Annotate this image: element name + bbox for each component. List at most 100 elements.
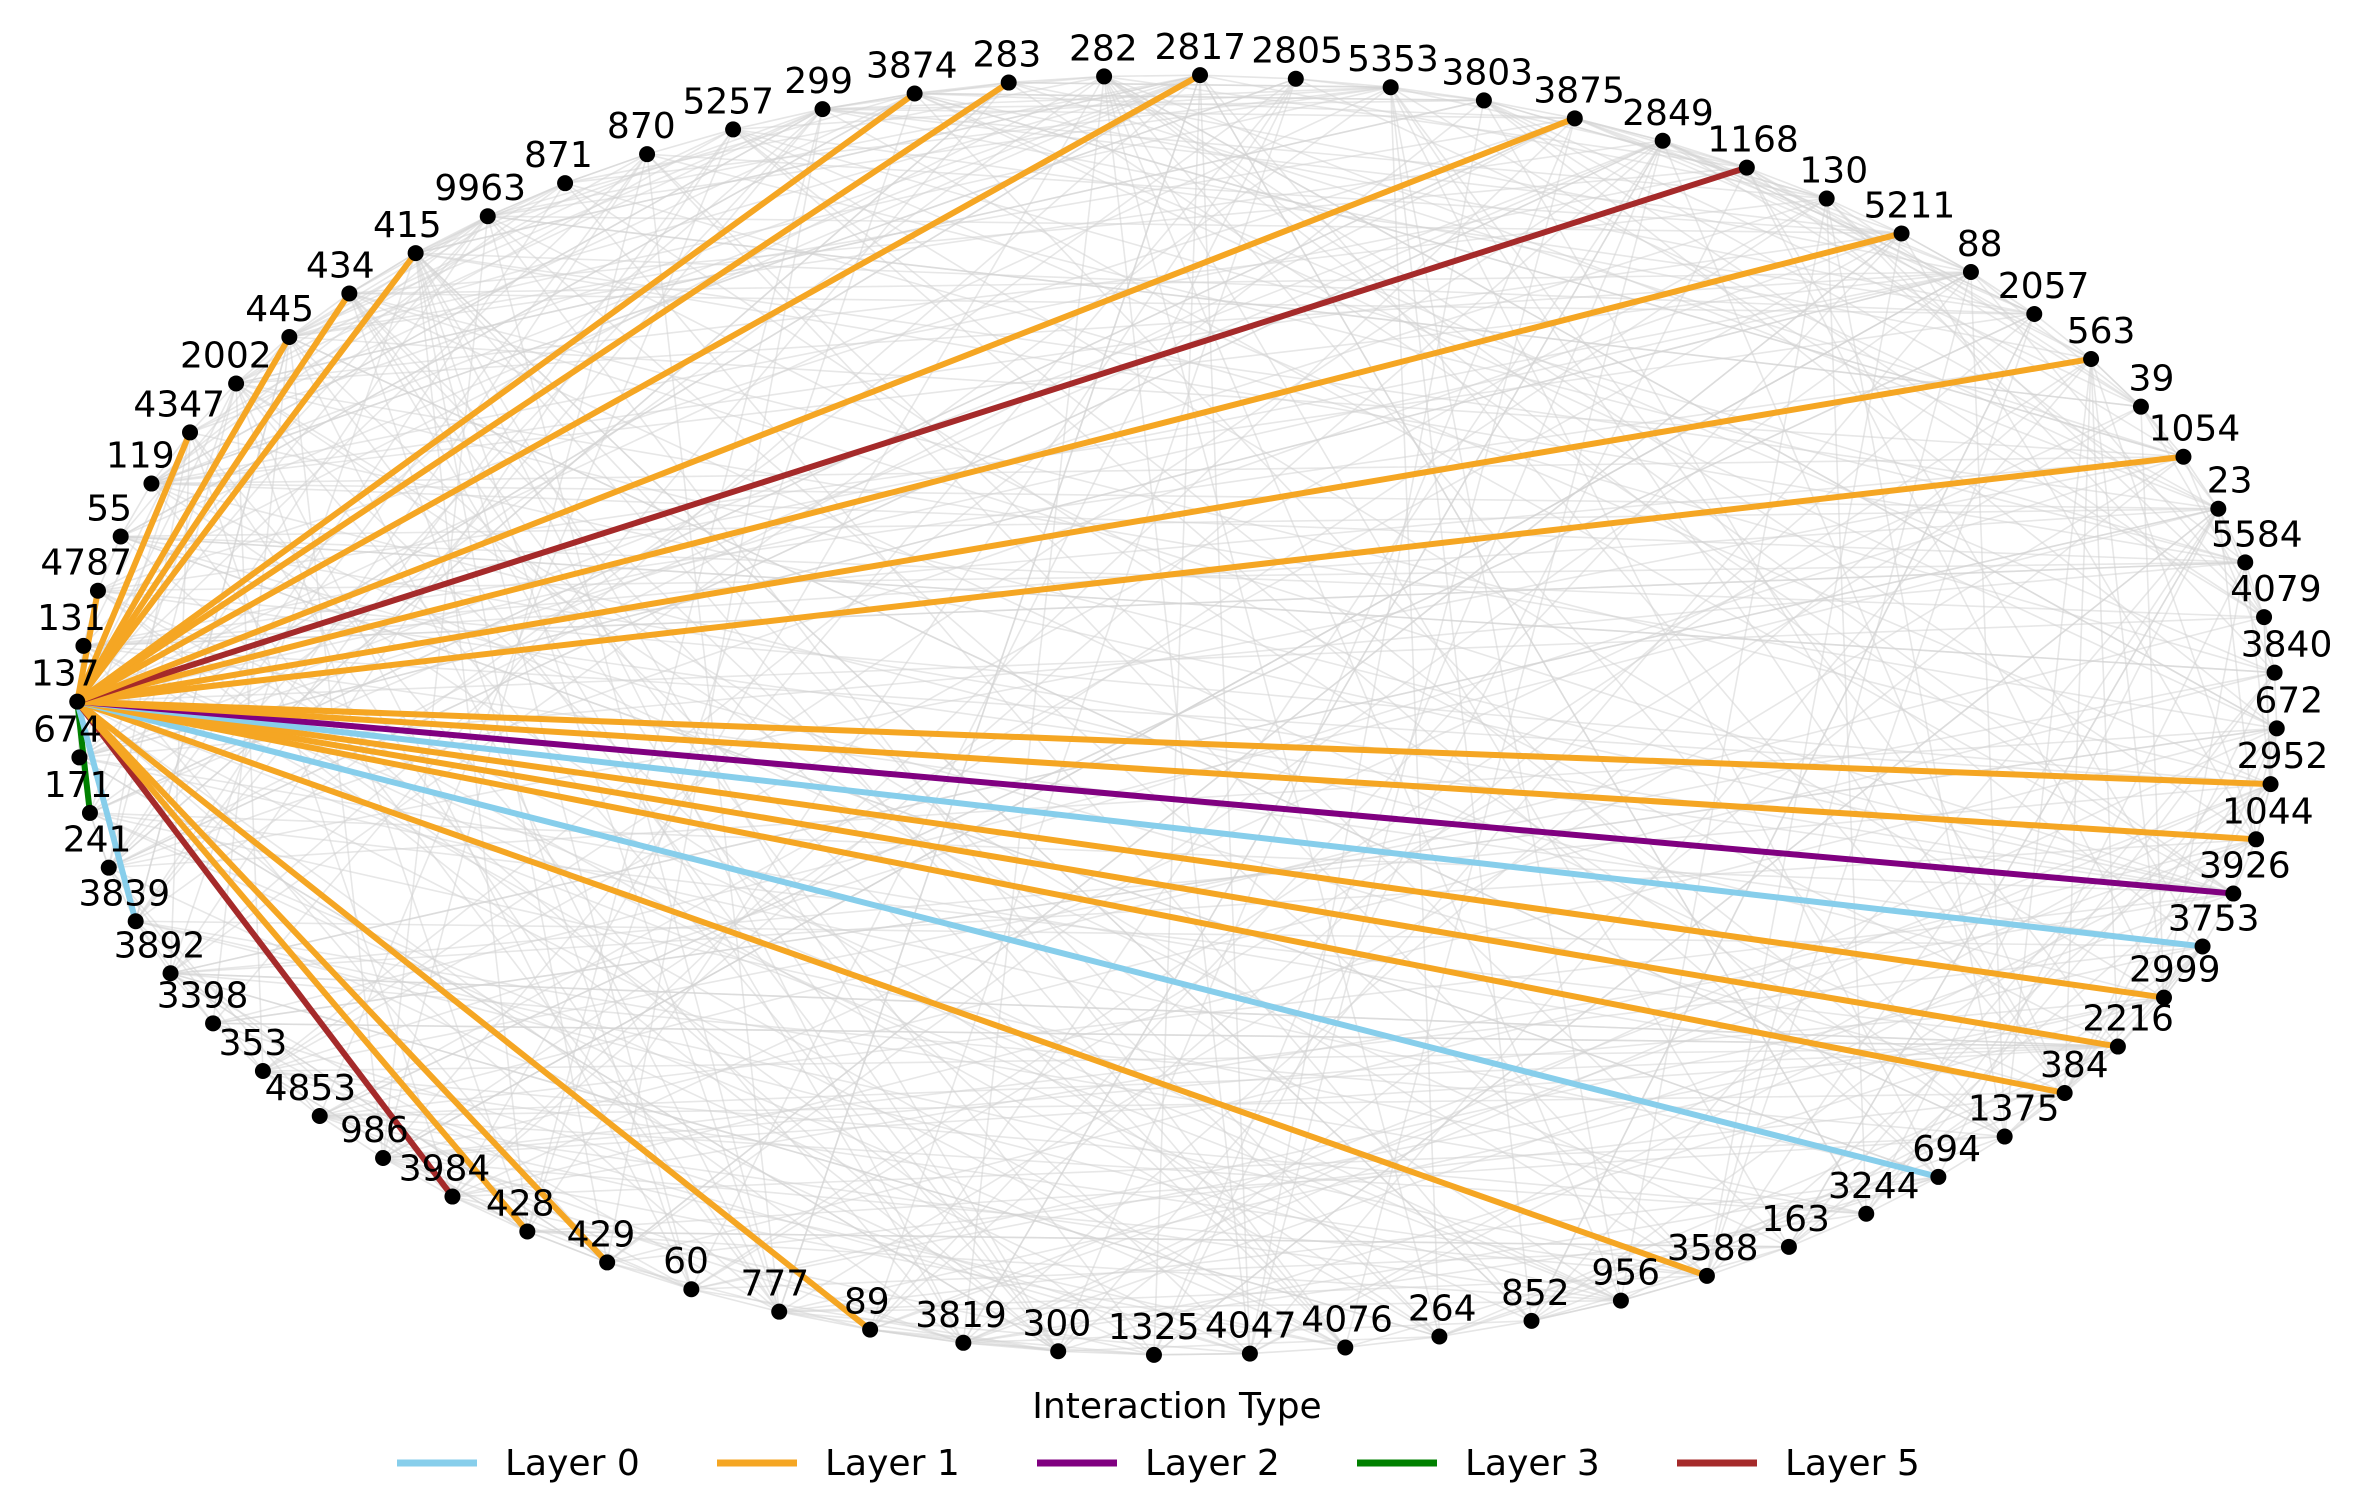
background-edge	[732, 128, 1939, 1178]
background-edge	[262, 1070, 1708, 1277]
background-edge	[319, 1115, 384, 1159]
background-edge	[319, 1115, 1346, 1349]
node-2057	[2026, 305, 2043, 322]
background-edge	[1788, 1213, 1867, 1248]
background-edge	[414, 252, 1059, 1352]
edge-137-563	[76, 356, 2092, 705]
background-edge	[1746, 166, 2092, 360]
background-edge	[120, 74, 1201, 538]
background-edge	[415, 74, 1201, 254]
node-label-131: 131	[37, 598, 106, 639]
background-edge	[779, 1310, 1059, 1353]
node-3819	[955, 1334, 972, 1351]
background-edge	[212, 1022, 692, 1290]
node-3588	[1698, 1267, 1715, 1284]
background-edge	[564, 182, 1533, 1322]
background-edge	[1826, 197, 2276, 674]
background-edge	[487, 215, 2142, 408]
node-label-5584: 5584	[2211, 514, 2303, 555]
background-edge	[288, 336, 1059, 1352]
node-2817	[1192, 67, 1209, 84]
background-edge	[1199, 74, 2066, 1094]
background-edge	[1746, 166, 1827, 200]
node-55	[112, 528, 129, 545]
background-edge	[1103, 75, 2278, 730]
edge-137-2952	[77, 698, 2271, 788]
node-4047	[1241, 1345, 1258, 1362]
node-137	[69, 693, 86, 710]
background-edge	[1530, 508, 2219, 1322]
background-edge	[1390, 86, 2119, 1048]
background-edge	[1900, 233, 2257, 840]
node-label-3892: 3892	[114, 925, 206, 966]
background-edge	[1389, 86, 1940, 1178]
node-label-428: 428	[486, 1183, 555, 1224]
edge-137-3875	[76, 115, 1576, 705]
node-777	[771, 1303, 788, 1320]
node-label-3926: 3926	[2199, 846, 2291, 887]
edge-137-3874	[75, 91, 917, 705]
node-300	[1050, 1343, 1067, 1360]
node-label-241: 241	[63, 820, 132, 861]
node-3874	[906, 85, 923, 102]
background-edge	[1249, 1346, 1346, 1355]
background-edge	[1826, 197, 1902, 235]
node-label-55: 55	[86, 488, 132, 529]
background-edge	[289, 74, 1201, 338]
node-3398	[205, 1015, 222, 1032]
background-edge	[1103, 75, 1747, 169]
background-edge	[564, 182, 2006, 1138]
node-1168	[1738, 159, 1755, 176]
background-edge	[822, 108, 1902, 235]
background-edge	[452, 1195, 692, 1290]
background-edge	[1746, 166, 2142, 408]
node-label-672: 672	[2254, 680, 2323, 721]
background-edge	[1200, 74, 1296, 80]
background-edge	[2090, 358, 2119, 1047]
edge-137-2817	[75, 72, 1202, 705]
background-edge	[189, 431, 780, 1313]
background-edge	[382, 197, 1828, 1159]
background-edge	[1057, 118, 1576, 1352]
node-label-3244: 3244	[1828, 1166, 1920, 1207]
background-edge	[822, 108, 2234, 895]
node-956	[1612, 1292, 1629, 1309]
background-edge	[1706, 1246, 1790, 1277]
background-edge	[108, 140, 1663, 869]
background-edge	[2004, 1092, 2066, 1138]
background-edge	[1483, 100, 2066, 1094]
background-edge	[235, 382, 2277, 730]
background-edge	[135, 920, 1622, 1302]
background-edge	[235, 382, 1251, 1355]
edge-137-2999	[76, 698, 2165, 1001]
background-edge	[2273, 672, 2278, 729]
background-edge	[151, 74, 1201, 485]
background-edge	[1706, 271, 1972, 1277]
node-39	[2132, 398, 2149, 415]
background-edge	[963, 892, 2234, 1344]
background-edge	[169, 252, 417, 974]
background-edge	[452, 1195, 528, 1233]
legend-label-1: Layer 1	[825, 1443, 960, 1484]
node-label-264: 264	[1408, 1289, 1477, 1330]
node-label-283: 283	[973, 35, 1042, 76]
background-edge	[2033, 313, 2092, 360]
legend-label-3: Layer 3	[1465, 1443, 1600, 1484]
background-edge	[1057, 456, 2184, 1352]
node-label-1054: 1054	[2149, 409, 2241, 450]
background-edge	[120, 535, 2275, 674]
background-edge	[89, 812, 110, 868]
background-edge	[414, 252, 965, 1344]
edge-137-3588	[76, 698, 1708, 1279]
node-label-2805: 2805	[1251, 31, 1343, 72]
node-2952	[2262, 776, 2279, 793]
node-label-3819: 3819	[915, 1295, 1007, 1336]
edge-137-434	[74, 291, 352, 704]
highlighted-edges	[74, 72, 2271, 1332]
background-edge	[1103, 75, 2257, 840]
background-edge	[288, 292, 350, 338]
background-edge	[170, 74, 1201, 974]
background-edge	[732, 128, 2165, 999]
node-23	[2210, 500, 2227, 517]
